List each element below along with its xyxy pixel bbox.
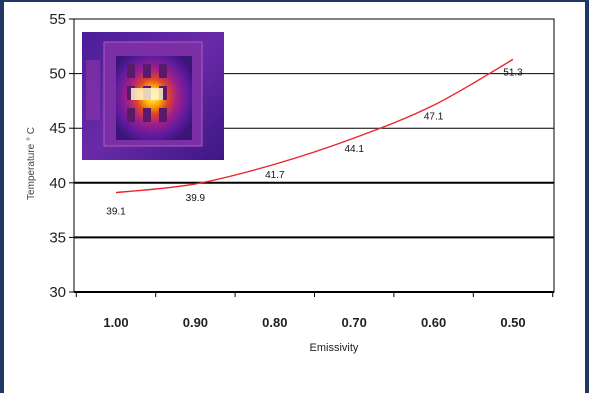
x-axis-label: Emissivity	[310, 342, 359, 354]
y-tick-label: 35	[49, 229, 66, 246]
data-label: 39.9	[186, 193, 206, 204]
data-label: 51.3	[503, 67, 523, 78]
x-tick-label: 0.60	[421, 315, 446, 330]
y-tick-labels: 30 35 40 45 50 55	[49, 11, 74, 301]
data-label: 39.1	[106, 207, 126, 218]
data-labels: 39.1 39.9 41.7 44.1 47.1 51.3	[106, 67, 523, 217]
y-tick-label: 55	[49, 11, 66, 28]
data-label: 44.1	[344, 144, 364, 155]
data-label: 47.1	[424, 111, 444, 122]
thermal-inset-image	[82, 32, 224, 160]
x-tick-label: 0.90	[183, 315, 208, 330]
y-tick-label: 50	[49, 66, 66, 83]
x-tick-label: 0.70	[342, 315, 367, 330]
temperature-series-line	[115, 58, 514, 194]
y-tick-label: 30	[49, 284, 66, 301]
x-tick-label: 1.00	[103, 315, 128, 330]
data-label: 41.7	[265, 170, 285, 181]
y-tick-label: 40	[49, 175, 66, 192]
x-tick-labels: 1.00 0.90 0.80 0.70 0.60 0.50	[75, 292, 554, 330]
x-tick-label: 0.80	[262, 315, 287, 330]
y-axis-label: Temperature ° C	[26, 127, 37, 200]
y-tick-label: 45	[49, 120, 66, 137]
x-tick-label: 0.50	[500, 315, 525, 330]
